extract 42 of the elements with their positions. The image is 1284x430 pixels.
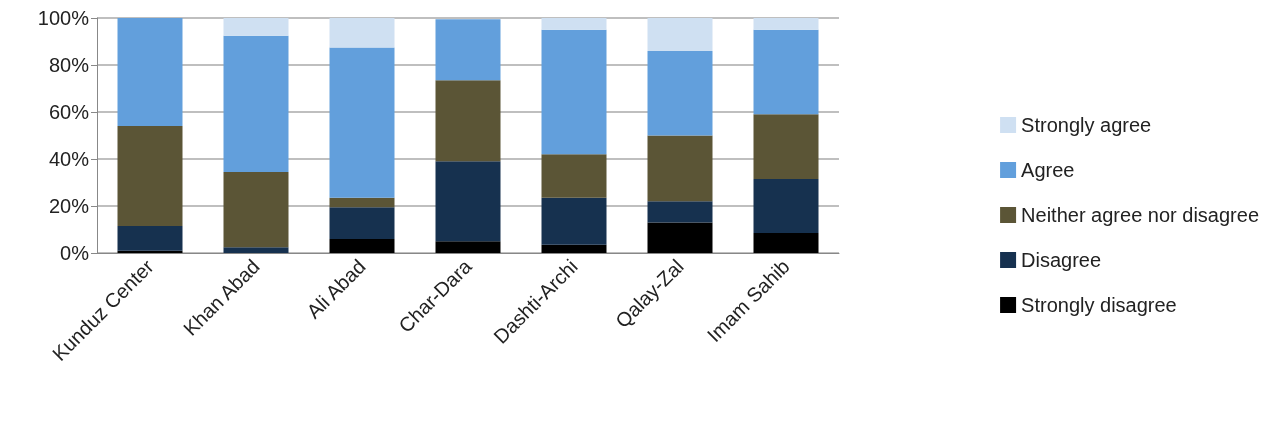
bar	[223, 247, 289, 253]
bar	[541, 244, 607, 253]
legend-label: Strongly agree	[1021, 114, 1152, 136]
bar	[541, 29, 607, 155]
bar	[541, 154, 607, 198]
y-tick-label: 20%	[48, 195, 90, 217]
legend-label: Disagree	[1021, 249, 1102, 271]
bar	[117, 18, 183, 127]
bar	[223, 35, 289, 172]
bar	[647, 18, 713, 51]
y-tick-label: 60%	[48, 101, 90, 123]
bar	[647, 222, 713, 253]
bar	[753, 233, 819, 253]
bar	[223, 171, 289, 248]
y-tick-label: 80%	[48, 54, 90, 76]
bar	[435, 80, 501, 162]
bar	[647, 50, 713, 136]
bar	[117, 126, 183, 226]
bar	[117, 225, 183, 251]
bar	[329, 47, 395, 198]
legend-label: Agree	[1021, 159, 1075, 181]
bar	[541, 197, 607, 245]
bar	[753, 178, 819, 234]
bar	[435, 19, 501, 81]
bar	[329, 197, 395, 208]
legend-label: Strongly disagree	[1021, 294, 1177, 316]
bar	[435, 241, 501, 253]
y-tick-label: 40%	[48, 148, 90, 170]
y-tick-label: 0%	[60, 242, 90, 264]
y-tick-label: 100%	[37, 7, 90, 29]
bar	[647, 201, 713, 223]
bar	[753, 29, 819, 115]
bar	[329, 18, 395, 48]
legend-label: Neither agree nor disagree	[1021, 204, 1259, 226]
bar	[329, 207, 395, 239]
bar	[329, 238, 395, 253]
bar	[647, 135, 713, 202]
bar	[435, 161, 501, 242]
bar	[223, 18, 289, 36]
bar	[753, 18, 819, 30]
bar	[541, 18, 607, 30]
bar	[753, 114, 819, 179]
